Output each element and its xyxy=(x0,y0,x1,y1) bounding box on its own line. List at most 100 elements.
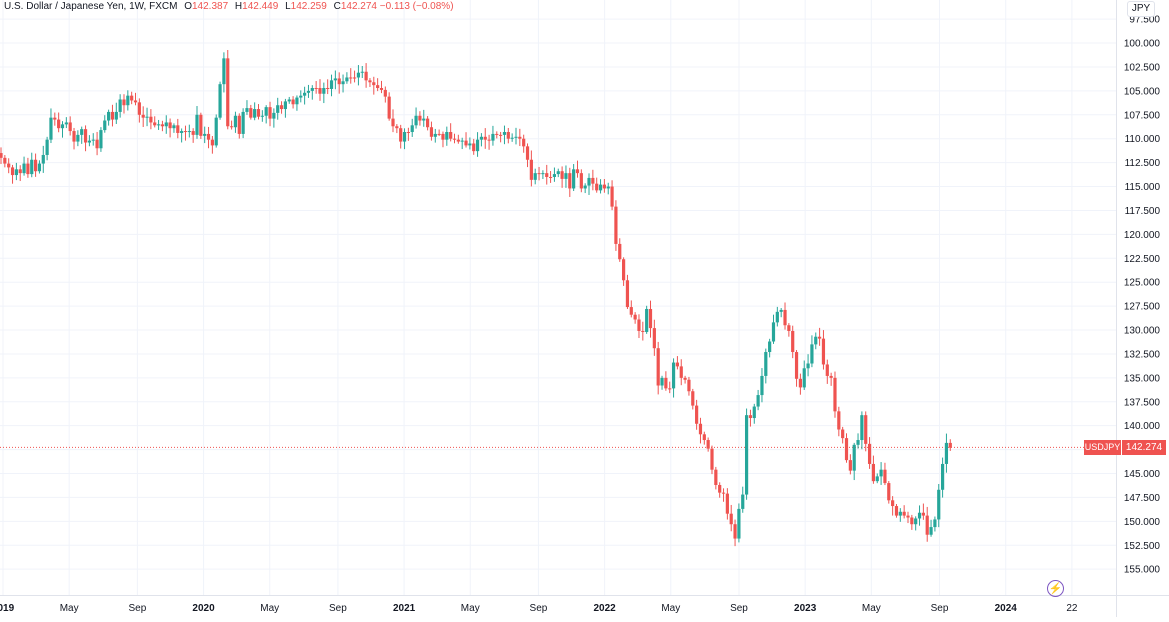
candle-body xyxy=(518,136,522,139)
x-tick-label: May xyxy=(60,603,79,614)
candle xyxy=(383,86,387,103)
candle xyxy=(114,102,118,124)
x-tick-label: 2021 xyxy=(393,603,416,614)
candle xyxy=(291,96,295,109)
candle xyxy=(702,431,706,445)
candle-body xyxy=(45,139,49,155)
candle-body xyxy=(791,330,795,353)
candle-body xyxy=(483,136,487,140)
high-label: H xyxy=(234,1,243,12)
candle-body xyxy=(164,122,168,127)
chart-legend: U.S. Dollar / Japanese Yen, 1W, FXCM O14… xyxy=(4,1,454,12)
candle xyxy=(49,108,53,144)
candle-body xyxy=(787,325,791,331)
candle-body xyxy=(206,133,211,140)
x-tick-label: 22 xyxy=(1066,603,1078,614)
candle xyxy=(14,162,18,181)
candle xyxy=(233,111,238,133)
candle xyxy=(764,348,768,384)
x-tick-label: 2019 xyxy=(0,603,15,614)
candle xyxy=(76,130,80,147)
x-tick-label: Sep xyxy=(329,603,347,614)
candle-body xyxy=(891,500,895,507)
lightning-icon[interactable]: ⚡ xyxy=(1047,580,1064,597)
y-tick-label: 97.500 xyxy=(1129,15,1160,26)
y-tick-label: 152.500 xyxy=(1124,541,1161,552)
candle-body xyxy=(276,105,280,113)
candle xyxy=(495,131,499,139)
candle xyxy=(898,508,902,522)
candle xyxy=(606,182,610,195)
candle-body xyxy=(883,469,887,484)
candle xyxy=(598,179,603,194)
candle xyxy=(925,506,929,542)
candle-body xyxy=(495,133,499,135)
candle xyxy=(867,437,872,469)
candle xyxy=(314,81,318,94)
candle-body xyxy=(80,129,84,135)
candle-body xyxy=(917,512,922,519)
candle xyxy=(806,354,810,377)
candle xyxy=(906,511,910,524)
candle-body xyxy=(203,133,207,136)
candle xyxy=(802,360,806,390)
candle-body xyxy=(441,133,445,140)
candle-body xyxy=(583,185,587,189)
candle xyxy=(564,165,568,188)
candle-body xyxy=(848,460,852,471)
candle-body xyxy=(921,512,925,516)
candle xyxy=(814,332,818,350)
candle xyxy=(648,300,653,338)
candle-body xyxy=(445,132,449,140)
candle xyxy=(406,127,410,141)
candle xyxy=(449,123,453,142)
candle xyxy=(103,115,107,133)
candle xyxy=(695,399,699,430)
candle-body xyxy=(429,127,434,137)
candle xyxy=(625,274,630,310)
candle xyxy=(902,505,906,519)
candle-body xyxy=(783,309,787,326)
candle xyxy=(110,104,115,127)
y-tick-label: 140.000 xyxy=(1124,421,1161,432)
candle xyxy=(425,116,430,131)
candle-body xyxy=(153,122,157,126)
candle-body xyxy=(625,280,630,308)
candle-body xyxy=(272,112,276,119)
candle-body xyxy=(91,139,95,141)
candle xyxy=(26,157,30,178)
candle xyxy=(18,165,22,182)
candle-body xyxy=(875,476,879,482)
candle-body xyxy=(145,116,149,118)
currency-unit-button[interactable]: JPY xyxy=(1127,1,1155,17)
candle xyxy=(310,85,314,100)
candle xyxy=(875,473,879,484)
candle-body xyxy=(72,131,76,142)
candle-body xyxy=(887,483,891,501)
candle-body xyxy=(764,352,768,376)
candle-body xyxy=(691,391,695,406)
candle xyxy=(260,110,264,122)
candle xyxy=(180,128,184,143)
candle xyxy=(445,126,449,146)
candle-body xyxy=(383,89,387,97)
candle xyxy=(622,257,626,286)
candle xyxy=(172,123,176,133)
candle xyxy=(91,133,95,146)
candle xyxy=(364,63,368,88)
candle-body xyxy=(610,186,614,207)
candle xyxy=(379,80,384,94)
y-tick-label: 120.000 xyxy=(1124,230,1161,241)
candle xyxy=(441,131,445,148)
candle-body xyxy=(729,513,733,525)
candle xyxy=(706,437,710,452)
candle xyxy=(64,117,68,129)
candle xyxy=(107,109,111,126)
candle-body xyxy=(422,118,426,121)
candle xyxy=(541,170,545,179)
candle xyxy=(149,109,153,130)
candle xyxy=(929,519,933,537)
candle xyxy=(510,133,514,142)
